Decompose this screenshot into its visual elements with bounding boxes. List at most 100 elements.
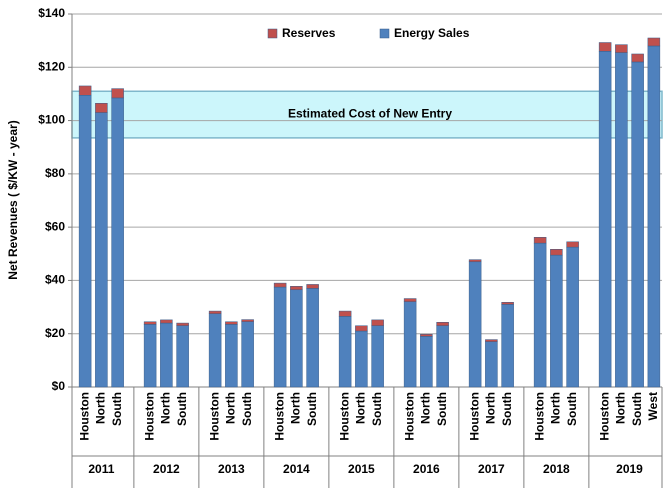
x-tick-label: Houston [142,392,156,441]
x-tick-label: North [354,392,368,424]
bar-segment [273,282,287,288]
group-label: 2015 [348,462,375,476]
bar-segment [647,37,661,47]
group-label: 2013 [218,462,245,476]
bar-segment [273,286,287,388]
bar-segment [111,97,124,388]
bar-segment [468,261,482,388]
bar-segment [95,103,108,113]
x-tick-label: North [289,392,303,424]
bar-segment [176,325,189,388]
bar-segment [566,241,579,248]
y-tick-label: $40 [45,273,65,287]
group-label: 2011 [88,462,114,476]
group-label: 2019 [616,462,643,476]
bar-segment [160,319,173,324]
x-tick-label: North [549,392,563,424]
x-tick-label: North [224,392,238,424]
x-tick-label: North [159,392,173,424]
bar-segment [241,321,254,388]
bar-segment [371,319,384,326]
x-tick-label: Houston [77,392,91,441]
bar-segment [371,325,384,388]
y-tick-label: $140 [38,6,65,20]
bar-segment [647,45,661,388]
group-label: 2016 [413,462,440,476]
bar-segment [225,324,238,388]
bar-segment [306,288,319,388]
bar-segment [598,51,612,388]
bar-segment [306,284,319,289]
bar-segment [338,310,352,317]
bar-segment [598,42,612,52]
bar-segment [420,336,433,388]
bar-segment [485,339,498,342]
legend-swatch [267,28,278,39]
bar-segment [208,313,222,388]
bar-segment [290,286,303,291]
bar-segment [533,237,547,244]
y-tick-label: $60 [45,219,65,233]
bar-segment [550,249,563,256]
bar-segment [550,254,563,388]
bar-segment [631,61,644,388]
x-tick-label: South [110,392,124,426]
cost-band [71,90,663,139]
group-label: 2018 [543,462,570,476]
x-tick-label: West [646,392,660,420]
x-tick-label: South [370,392,384,426]
bar-segment [143,324,157,388]
bar-segment [208,310,222,314]
legend-swatch [379,28,390,39]
bar-segment [403,301,417,388]
x-tick-label: Houston [597,392,611,441]
bar-segment [615,52,628,388]
bar-segment [160,322,173,388]
bar-segment [420,333,433,337]
bar-segment [501,302,514,305]
y-axis-label: Net Revenues ( $/KW - year) [6,120,20,279]
y-tick-label: $20 [45,326,65,340]
bar-segment [533,242,547,388]
x-tick-label: South [500,392,514,426]
group-label: 2014 [283,462,310,476]
x-tick-label: Houston [532,392,546,441]
y-tick-label: $80 [45,166,65,180]
x-tick-label: North [419,392,433,424]
bar-segment [355,330,368,388]
bar-segment [355,325,368,332]
bar-segment [403,298,417,302]
x-tick-label: North [94,392,108,424]
x-tick-label: Houston [337,392,351,441]
x-tick-label: South [435,392,449,426]
x-tick-label: Houston [467,392,481,441]
bar-segment [338,316,352,388]
y-tick-label: $100 [38,113,65,127]
bar-segment [225,321,238,325]
bar-segment [95,112,108,388]
bar-segment [78,95,92,388]
x-tick-label: South [305,392,319,426]
x-tick-label: South [565,392,579,426]
bar-segment [241,319,254,322]
bar-segment [111,88,124,99]
x-tick-label: North [614,392,628,424]
bar-segment [78,85,92,96]
band-label: Estimated Cost of New Entry [288,107,452,121]
legend-label: Reserves [282,26,336,40]
group-label: 2017 [478,462,505,476]
bar-segment [468,259,482,263]
x-tick-label: Houston [207,392,221,441]
bar-segment [501,304,514,388]
y-tick-label: $120 [38,59,65,73]
x-tick-label: South [240,392,254,426]
x-tick-label: Houston [272,392,286,441]
x-tick-label: North [484,392,498,424]
x-tick-label: South [175,392,189,426]
bar-segment [290,289,303,388]
bar-segment [615,44,628,53]
bar-segment [485,341,498,388]
x-tick-label: South [630,392,644,426]
bar-segment [436,325,449,388]
